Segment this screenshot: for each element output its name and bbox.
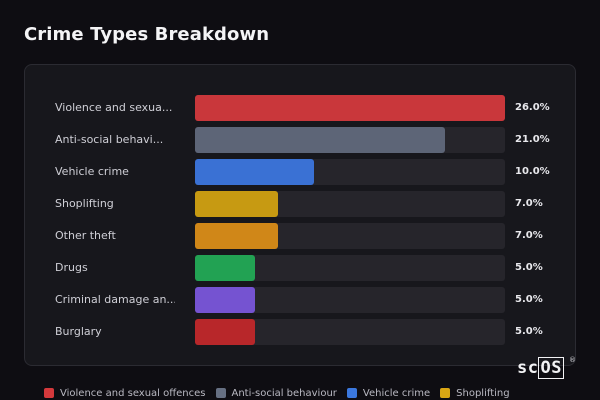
bar-category-label: Vehicle crime [55,165,129,178]
bar-value-label: 5.0% [515,326,543,337]
bar-category-label: Burglary [55,325,102,338]
bar-row: Other theft 7.0% [25,223,577,249]
bar-value-label: 10.0% [515,166,550,177]
bar-value-label: 5.0% [515,294,543,305]
bar-row: Burglary 5.0% [25,319,577,345]
bar[interactable] [195,159,314,185]
legend-item[interactable]: Vehicle crime [346,387,431,399]
legend-label: Anti-social behaviour [231,387,337,399]
bar[interactable] [195,255,255,281]
bar-row: Anti-social behavi... 21.0% [25,127,577,153]
bar-category-label: Violence and sexua... [55,101,173,114]
legend-swatch [440,388,451,398]
bar-value-label: 7.0% [515,198,543,209]
legend-item[interactable]: Violence and sexual offences [44,388,206,399]
legend-swatch [346,388,357,398]
brand-prefix: sc [517,358,539,378]
bar-row: Criminal damage an... 5.0% [25,287,577,313]
chart-card: Violence and sexua... 26.0% Anti-social be… [24,64,576,366]
bar-category-label: Anti-social behavi... [55,133,164,146]
legend-label: Vehicle crime [362,387,431,399]
bar-row: Vehicle crime 10.0% [25,159,577,185]
brand-registered-mark: ® [569,356,576,364]
legend-item[interactable]: Shoplifting [440,387,510,399]
bar[interactable] [195,127,445,153]
bar-value-label: 21.0% [515,134,550,145]
legend-label: Violence and sexual offences [60,387,206,399]
brand-highlight: OS [538,357,564,379]
bar-track [195,255,505,281]
bar-value-label: 5.0% [515,262,543,273]
brand-logo: sc OS [517,357,564,379]
bar-value-label: 26.0% [515,102,550,113]
bar-track [195,319,505,345]
bar-row: Drugs 5.0% [25,255,577,281]
bar-value-label: 7.0% [515,230,543,241]
bar-row: Violence and sexua... 26.0% [25,95,577,121]
bar-category-label: Drugs [55,261,88,274]
bar-category-label: Other theft [55,229,116,242]
bar-track [195,95,505,121]
chart-legend: Violence and sexual offences Anti-social … [44,386,510,400]
legend-swatch [215,388,226,398]
bar-track [195,287,505,313]
bar-track [195,191,505,217]
bar-track [195,159,505,185]
bar-track [195,127,505,153]
bar[interactable] [195,95,505,121]
bar-track [195,223,505,249]
legend-label: Shoplifting [456,387,510,399]
chart-title: Crime Types Breakdown [24,24,270,45]
bar-category-label: Shoplifting [55,197,114,210]
legend-swatch [44,388,54,398]
bar[interactable] [195,223,278,249]
bar[interactable] [195,191,278,217]
bar[interactable] [195,287,255,313]
legend-item[interactable]: Anti-social behaviour [215,387,337,399]
bar[interactable] [195,319,255,345]
bar-category-label: Criminal damage an... [55,293,175,306]
bar-row: Shoplifting 7.0% [25,191,577,217]
